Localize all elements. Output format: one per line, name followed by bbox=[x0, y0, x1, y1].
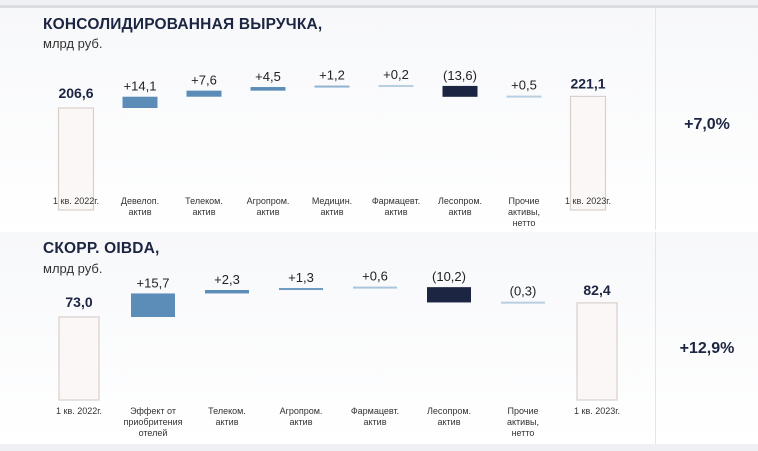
step-value-label: +0,2 bbox=[383, 67, 409, 82]
category-label: актив bbox=[129, 207, 152, 217]
category-label: актив bbox=[216, 417, 239, 427]
divider bbox=[655, 232, 656, 444]
step-bar bbox=[353, 286, 397, 289]
category-label: активы, bbox=[507, 417, 539, 427]
step-bar bbox=[442, 85, 478, 97]
step-value-label: +1,3 bbox=[288, 270, 314, 285]
category-label: отелей bbox=[139, 428, 168, 438]
category-label: Прочие bbox=[507, 406, 538, 416]
start-bar bbox=[58, 316, 100, 401]
step-value-label: +2,3 bbox=[214, 272, 240, 287]
category-label: актив bbox=[438, 417, 461, 427]
step-bar bbox=[186, 90, 222, 97]
category-label: приобритения bbox=[124, 417, 183, 427]
end-bar bbox=[576, 302, 618, 401]
category-label: актив bbox=[257, 207, 280, 217]
step-value-label: +0,6 bbox=[362, 269, 388, 284]
start-value-label: 206,6 bbox=[58, 85, 93, 101]
step-value-label: (13,6) bbox=[443, 68, 477, 83]
step-value-label: +15,7 bbox=[137, 275, 170, 290]
category-label: 1 кв. 2023г. bbox=[565, 196, 611, 206]
start-value-label: 73,0 bbox=[65, 294, 92, 310]
end-bar bbox=[569, 95, 607, 211]
step-bar bbox=[131, 293, 175, 317]
step-value-label: +0,5 bbox=[511, 78, 537, 93]
category-label: Телеком. bbox=[208, 406, 246, 416]
category-label: нетто bbox=[513, 218, 536, 228]
category-label: актив bbox=[321, 207, 344, 217]
category-label: активы, bbox=[508, 207, 540, 217]
step-bar bbox=[250, 87, 286, 91]
category-label: Телеком. bbox=[185, 196, 223, 206]
category-label: Агропром. bbox=[280, 406, 323, 416]
step-value-label: (0,3) bbox=[510, 284, 537, 299]
category-label: Медицин. bbox=[312, 196, 352, 206]
step-bar bbox=[279, 288, 323, 291]
step-bar bbox=[378, 85, 414, 87]
step-bar bbox=[427, 287, 471, 303]
category-label: Прочие bbox=[508, 196, 539, 206]
start-bar bbox=[57, 107, 95, 211]
category-label: актив bbox=[364, 417, 387, 427]
category-label: 1 кв. 2023г. bbox=[574, 406, 620, 416]
category-label: актив bbox=[385, 207, 408, 217]
category-label: Девелоп. bbox=[121, 196, 159, 206]
oibda-change: +12,9% bbox=[679, 340, 735, 357]
category-label: актив bbox=[193, 207, 216, 217]
oibda-subtitle: млрд руб. bbox=[43, 261, 103, 276]
step-value-label: +4,5 bbox=[255, 69, 281, 84]
category-label: 1 кв. 2022г. bbox=[53, 196, 99, 206]
end-value-label: 82,4 bbox=[583, 282, 610, 298]
revenue-subtitle: млрд руб. bbox=[43, 36, 103, 51]
category-label: Агропром. bbox=[247, 196, 290, 206]
category-label: актив bbox=[449, 207, 472, 217]
step-value-label: +14,1 bbox=[124, 79, 157, 94]
category-label: нетто bbox=[512, 428, 535, 438]
step-bar bbox=[506, 95, 542, 98]
category-label: актив bbox=[290, 417, 313, 427]
step-value-label: (10,2) bbox=[432, 269, 466, 284]
step-value-label: +1,2 bbox=[319, 68, 345, 83]
revenue-change: +7,0% bbox=[684, 116, 730, 133]
step-bar bbox=[314, 85, 350, 88]
step-bar bbox=[501, 301, 545, 304]
revenue-panel bbox=[0, 5, 758, 233]
category-label: Лесопром. bbox=[438, 196, 482, 206]
revenue-title: КОНСОЛИДИРОВАННАЯ ВЫРУЧКА, bbox=[43, 16, 323, 33]
step-bar bbox=[122, 96, 158, 108]
category-label: Лесопром. bbox=[427, 406, 471, 416]
step-value-label: +7,6 bbox=[191, 73, 217, 88]
category-label: Фармацевт. bbox=[351, 406, 399, 416]
oibda-title: СКОРР. OIBDA, bbox=[43, 240, 160, 257]
end-value-label: 221,1 bbox=[570, 75, 605, 91]
category-label: 1 кв. 2022г. bbox=[56, 406, 102, 416]
oibda-panel bbox=[0, 232, 758, 444]
category-label: Фармацевт. bbox=[372, 196, 420, 206]
divider bbox=[655, 8, 656, 230]
step-bar bbox=[205, 290, 249, 294]
category-label: Эффект от bbox=[130, 406, 176, 416]
